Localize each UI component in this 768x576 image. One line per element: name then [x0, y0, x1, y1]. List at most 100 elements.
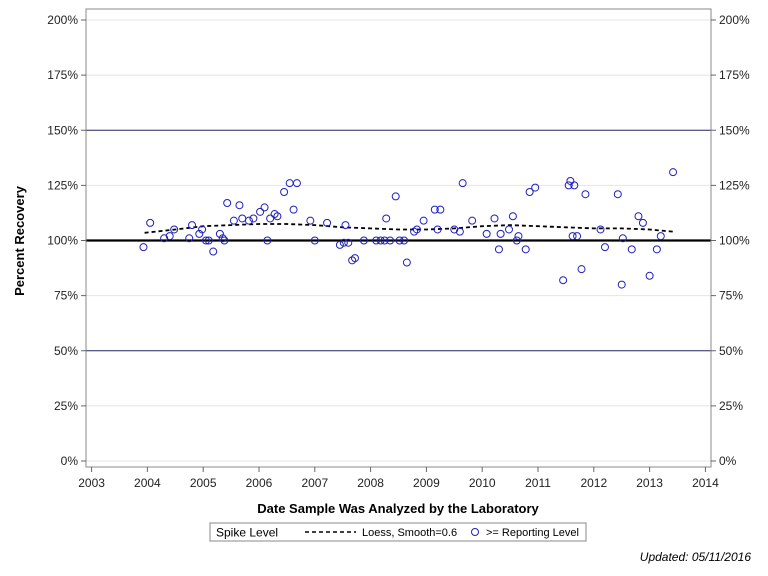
data-point	[386, 236, 395, 245]
data-point	[600, 243, 609, 252]
data-point	[566, 176, 575, 185]
data-point	[618, 234, 627, 243]
legend-points-swatch	[471, 528, 479, 536]
data-point	[280, 187, 289, 196]
plot-area-frame	[85, 8, 712, 468]
data-point	[273, 212, 282, 221]
data-point	[146, 218, 155, 227]
data-point	[266, 214, 275, 223]
data-point	[512, 236, 521, 245]
data-point	[482, 229, 491, 238]
data-point	[306, 216, 315, 225]
data-point	[436, 205, 445, 214]
data-point	[289, 205, 298, 214]
y-tick-label: 25%	[54, 399, 78, 413]
data-point	[531, 183, 540, 192]
x-tick-label: 2014	[692, 476, 719, 490]
legend-title: Spike Level	[216, 526, 278, 540]
data-points	[139, 168, 678, 289]
data-point	[201, 236, 210, 245]
x-tick-label: 2009	[413, 476, 440, 490]
data-point	[490, 214, 499, 223]
y-tick-label: 75%	[54, 289, 78, 303]
x-axis: 2003 2004 2005 2006 2007 2008 2009 2010 2011 2012…	[78, 467, 719, 490]
loess-line	[144, 223, 674, 234]
data-point	[339, 238, 348, 247]
data-point	[165, 232, 174, 241]
data-point	[410, 227, 419, 236]
data-point	[613, 190, 622, 199]
y-tick-label-right: 200%	[719, 13, 750, 27]
data-point	[218, 234, 227, 243]
x-tick-label: 2011	[525, 476, 551, 490]
y-tick-label: 50%	[54, 344, 78, 358]
data-point	[235, 201, 244, 210]
y-tick-label-right: 25%	[719, 399, 743, 413]
data-point	[496, 229, 505, 238]
data-point	[376, 236, 385, 245]
y-tick-label: 200%	[47, 13, 78, 27]
data-point	[634, 212, 643, 221]
data-point	[581, 190, 590, 199]
data-point	[310, 236, 319, 245]
data-point	[468, 216, 477, 225]
data-point	[335, 240, 344, 249]
x-tick-label: 2010	[469, 476, 496, 490]
data-point	[577, 265, 586, 274]
data-point	[170, 225, 179, 234]
y-axis-left: 0% 25% 50% 75% 100% 125% 150% 175% 200%	[47, 13, 86, 468]
data-point	[433, 225, 442, 234]
data-point	[395, 236, 404, 245]
data-point	[292, 179, 301, 188]
reference-lines	[86, 129, 711, 352]
data-point	[229, 216, 238, 225]
data-point	[508, 212, 517, 221]
data-point	[263, 236, 272, 245]
data-point	[617, 280, 626, 289]
y-tick-label-right: 150%	[719, 123, 750, 137]
y-axis-title: Percent Recovery	[12, 185, 27, 296]
data-point	[564, 181, 573, 190]
data-point	[244, 216, 253, 225]
y-tick-label-right: 100%	[719, 234, 750, 248]
updated-timestamp: Updated: 05/11/2016	[640, 550, 752, 564]
data-point	[645, 271, 654, 280]
data-point	[350, 254, 359, 263]
data-point	[638, 218, 647, 227]
data-point	[323, 218, 332, 227]
data-point	[656, 232, 665, 241]
data-point	[627, 245, 636, 254]
y-tick-label: 0%	[61, 454, 79, 468]
data-point	[514, 232, 523, 241]
data-point	[195, 229, 204, 238]
data-point	[204, 236, 213, 245]
data-point	[348, 256, 357, 265]
data-point	[372, 236, 381, 245]
data-point	[400, 236, 409, 245]
data-point	[450, 225, 459, 234]
data-point	[238, 214, 247, 223]
data-point	[391, 192, 400, 201]
data-point	[344, 238, 353, 247]
x-tick-label: 2013	[636, 476, 663, 490]
data-point	[188, 221, 197, 230]
data-point	[559, 276, 568, 285]
data-point	[568, 232, 577, 241]
data-point	[382, 214, 391, 223]
data-point	[223, 199, 232, 208]
x-tick-label: 2008	[357, 476, 384, 490]
data-point	[270, 210, 279, 219]
y-tick-label: 100%	[47, 234, 78, 248]
data-point	[525, 187, 534, 196]
data-point	[256, 207, 265, 216]
y-tick-label: 125%	[47, 178, 78, 192]
data-point	[139, 243, 148, 252]
data-point	[455, 227, 464, 236]
data-point	[341, 221, 350, 230]
data-point	[573, 232, 582, 241]
data-point	[220, 236, 229, 245]
data-point	[494, 245, 503, 254]
loess-curve	[144, 223, 674, 234]
x-tick-label: 2012	[580, 476, 607, 490]
